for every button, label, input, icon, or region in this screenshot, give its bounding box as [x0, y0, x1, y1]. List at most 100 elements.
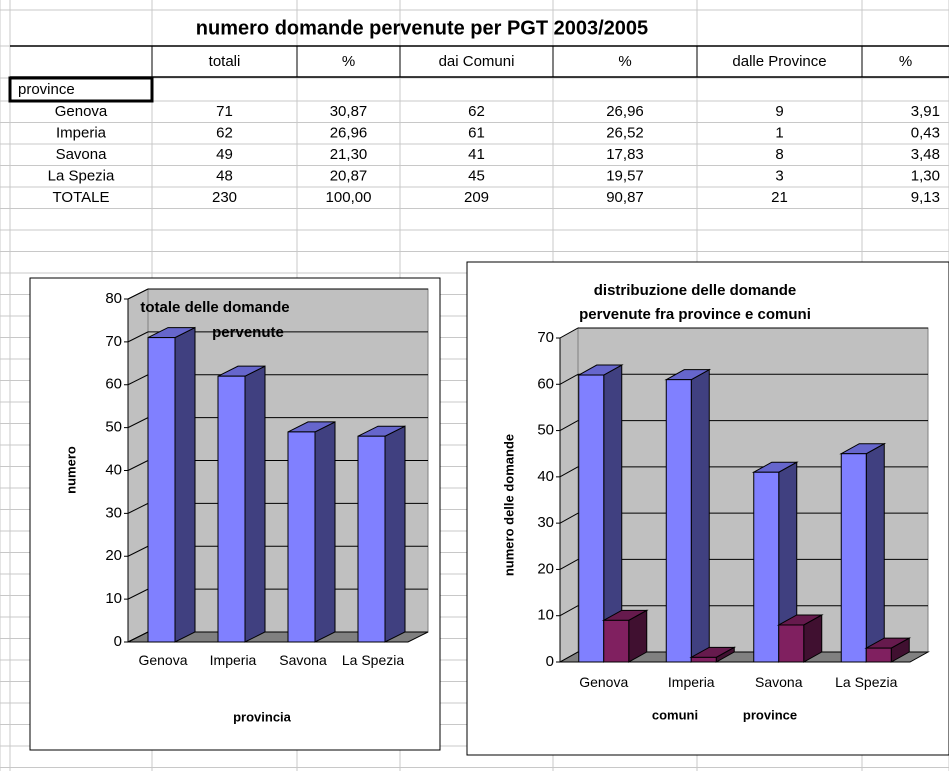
table-cell: Genova: [55, 103, 108, 120]
table-cell: 26,52: [606, 124, 644, 141]
table-cell: 9: [775, 103, 783, 120]
bar: [217, 365, 266, 643]
bar-side: [314, 421, 336, 643]
chart-title: pervenute: [212, 324, 284, 341]
table-cell: La Spezia: [48, 167, 115, 184]
table-cell: 17,83: [606, 146, 644, 163]
x-tick-label: Genova: [579, 674, 629, 690]
bar: [751, 461, 799, 663]
x-tick-label: Savona: [279, 652, 327, 668]
table-cell: 49: [216, 146, 233, 163]
bar-side: [174, 326, 196, 643]
bar-front: [778, 624, 805, 663]
x-tick-label: Genova: [138, 652, 188, 668]
grid-diagonal: [127, 631, 149, 643]
x-tick-label: La Spezia: [835, 674, 898, 690]
y-tick-label: 0: [546, 653, 554, 670]
table-cell: 3,91: [911, 103, 940, 120]
table-cell: 61: [468, 124, 485, 141]
bar-front: [578, 374, 605, 663]
y-tick-label: 20: [537, 560, 554, 577]
bar: [664, 368, 712, 663]
grid-diagonal: [127, 288, 149, 300]
grid-diagonal: [559, 512, 579, 524]
bar: [357, 425, 406, 643]
y-tick-label: 60: [537, 375, 554, 392]
legend-entry: comuni: [652, 707, 698, 722]
table-cell: Imperia: [56, 124, 107, 141]
y-tick-label: 50: [105, 419, 122, 436]
table-cell: 21,30: [330, 146, 368, 163]
x-tick-label-box: Genova: [138, 652, 188, 668]
table-cell: 9,13: [911, 189, 940, 206]
y-axis-label: numero delle domande: [501, 434, 516, 576]
grid-diagonal: [127, 331, 149, 343]
grid-diagonal: [127, 502, 149, 514]
y-tick-label: 70: [537, 329, 554, 346]
side-wall: [559, 327, 579, 663]
y-tick-label: 30: [105, 504, 122, 521]
table-cell: 209: [464, 189, 489, 206]
y-tick-label: 0: [114, 633, 122, 650]
table-cell: 0,43: [911, 124, 940, 141]
table-cell: 230: [212, 189, 237, 206]
bar: [689, 646, 737, 663]
grid-diagonal: [559, 605, 579, 617]
x-tick-label-box: Genova: [579, 674, 629, 690]
column-header: dai Comuni: [439, 53, 515, 70]
bar-side: [244, 365, 266, 643]
x-tick-label-box: Imperia: [667, 674, 715, 690]
table-cell: 3,48: [911, 146, 940, 163]
table-title: numero domande pervenute per PGT 2003/20…: [196, 17, 648, 39]
bar-front: [865, 647, 892, 663]
bar-side: [865, 442, 885, 663]
bar: [776, 614, 824, 663]
table-cell: 26,96: [330, 124, 368, 141]
row-header: province: [18, 81, 75, 98]
table-cell: 20,87: [330, 167, 368, 184]
table-cell: 62: [216, 124, 233, 141]
y-tick-label: 40: [537, 468, 554, 485]
grid-diagonal: [559, 558, 579, 570]
y-tick-label: 30: [537, 514, 554, 531]
grid-diagonal: [127, 417, 149, 429]
grid-diagonal: [559, 420, 579, 432]
x-tick-label: La Spezia: [341, 652, 405, 668]
table-cell: 1: [775, 124, 783, 141]
chart-title: totale delle domande: [140, 299, 289, 316]
y-axis-label: numero: [63, 446, 78, 494]
x-tick-label-box: Savona: [279, 652, 327, 668]
bar-side: [384, 425, 406, 643]
column-header: dalle Province: [732, 53, 826, 70]
table-cell: 41: [468, 146, 485, 163]
legend-entry: province: [743, 707, 797, 722]
bar: [147, 326, 196, 643]
table-cell: 3: [775, 167, 783, 184]
x-axis-label: provincia: [233, 709, 292, 724]
bar-side: [690, 368, 710, 663]
grid-diagonal: [559, 327, 579, 339]
x-tick-label-box: La Spezia: [341, 652, 405, 668]
table-cell: 90,87: [606, 189, 644, 206]
bar-front: [287, 431, 316, 643]
bar: [576, 364, 624, 663]
y-tick-label: 10: [105, 590, 122, 607]
x-tick-label-box: La Spezia: [835, 674, 898, 690]
table-cell: 19,57: [606, 167, 644, 184]
x-tick-label: Imperia: [667, 674, 715, 690]
table-cell: 21: [771, 189, 788, 206]
table-cell: 100,00: [326, 189, 372, 206]
bar-front: [357, 435, 386, 643]
bar-front: [753, 471, 780, 663]
y-tick-label: 60: [105, 376, 122, 393]
column-header: totali: [209, 53, 241, 70]
bar-front: [840, 453, 867, 663]
grid-diagonal: [127, 588, 149, 600]
table-cell: 45: [468, 167, 485, 184]
y-tick-label: 10: [537, 607, 554, 624]
table-cell: 1,30: [911, 167, 940, 184]
column-header: %: [899, 53, 912, 70]
y-tick-label: 80: [105, 290, 122, 307]
table-cell: TOTALE: [53, 189, 110, 206]
table-cell: 48: [216, 167, 233, 184]
